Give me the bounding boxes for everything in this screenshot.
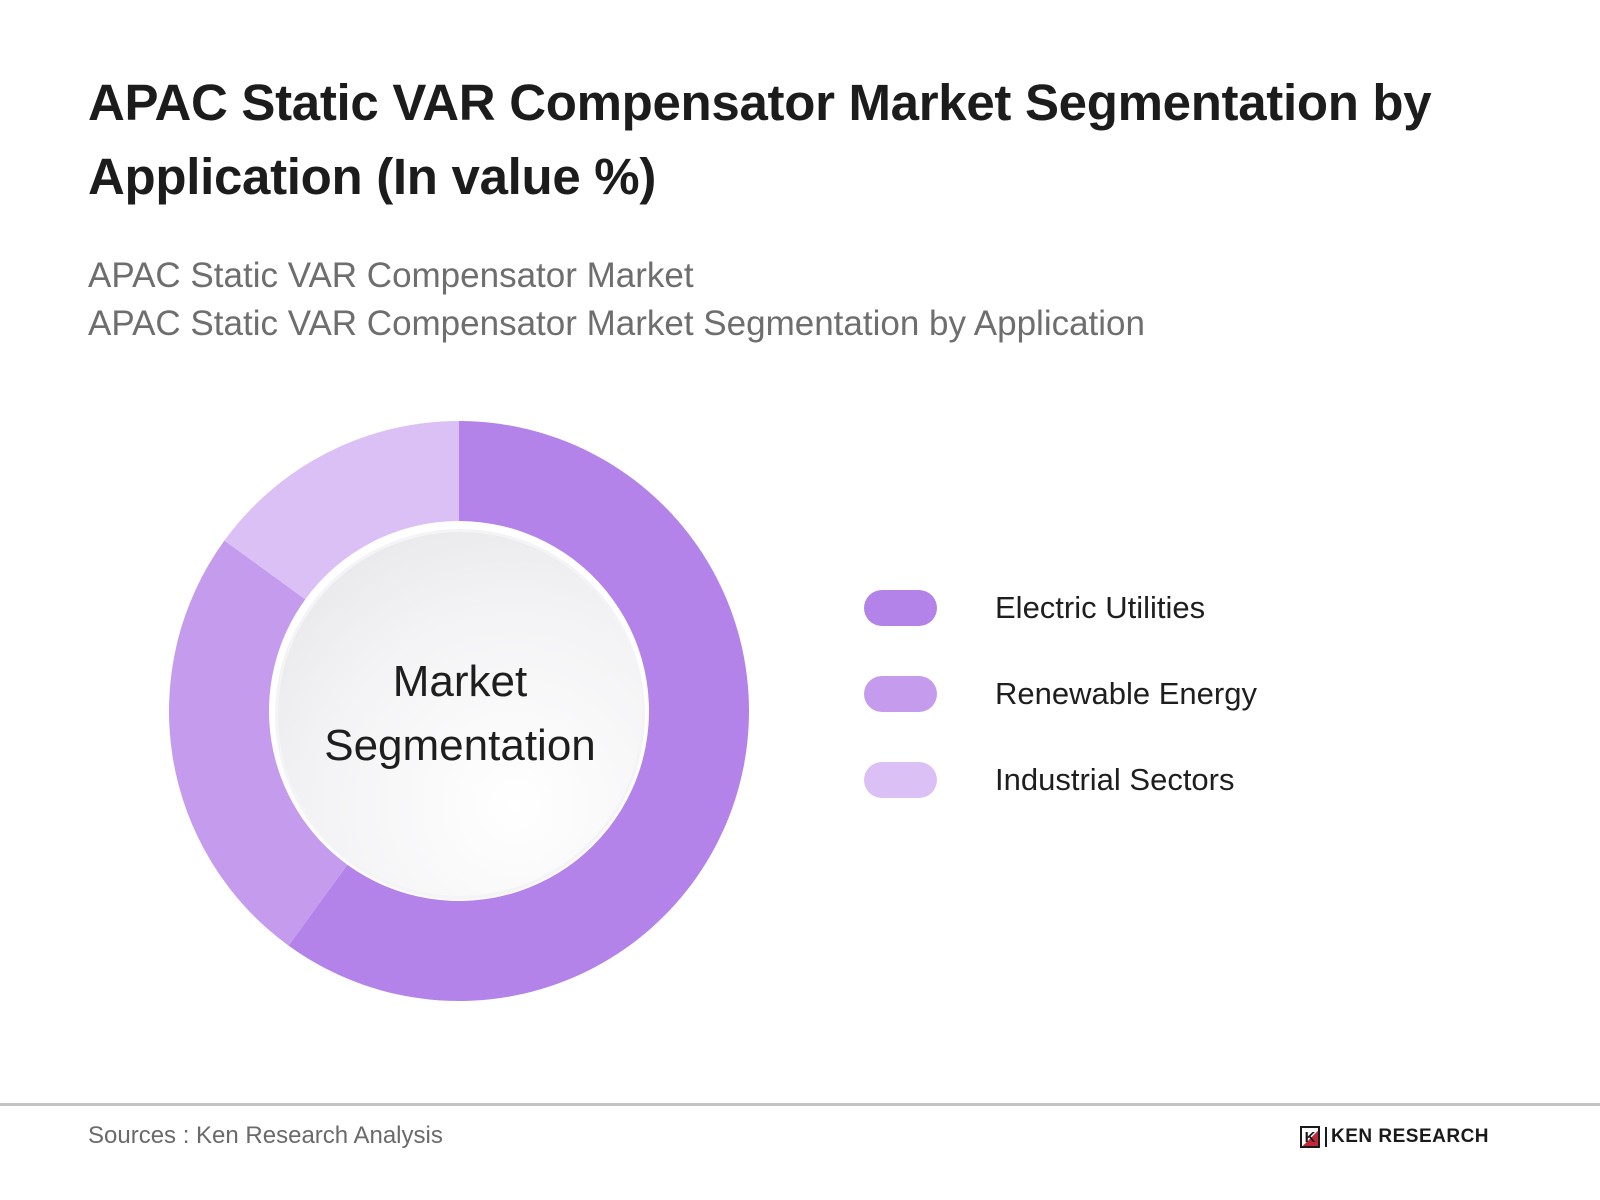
donut-chart: Market Segmentation [160, 410, 780, 1030]
donut-slices [168, 421, 750, 1002]
sources-note: Sources : Ken Research Analysis [88, 1122, 443, 1149]
chart-subtitle: APAC Static VAR Compensator Market APAC … [88, 252, 1145, 348]
legend-item-industrial-sectors: Industrial Sectors [864, 762, 1257, 798]
donut-slice-renewable-energy [168, 540, 348, 946]
donut-slice-industrial-sectors [224, 421, 459, 600]
footer-divider [0, 1103, 1600, 1106]
legend-swatch-electric-utilities [864, 590, 937, 626]
legend-item-renewable-energy: Renewable Energy [864, 676, 1257, 712]
donut-slice-electric-utilities [288, 421, 750, 1002]
logo-separator [1325, 1127, 1327, 1147]
logo-k-icon: K [1300, 1126, 1320, 1148]
legend-label: Electric Utilities [995, 590, 1206, 625]
center-label-line-2: Segmentation [324, 721, 596, 770]
legend-swatch-renewable-energy [864, 676, 937, 712]
ken-research-logo: K KEN RESEARCH [1300, 1126, 1489, 1148]
legend-label: Industrial Sectors [995, 762, 1235, 797]
donut-center-label: Market Segmentation [278, 532, 642, 896]
legend-label: Renewable Energy [995, 676, 1257, 711]
legend-item-electric-utilities: Electric Utilities [864, 590, 1257, 626]
subtitle-line-1: APAC Static VAR Compensator Market [88, 256, 694, 295]
center-label-line-1: Market [392, 657, 528, 706]
chart-title: APAC Static VAR Compensator Market Segme… [88, 74, 1432, 205]
logo-text: KEN RESEARCH [1331, 1126, 1490, 1147]
legend-swatch-industrial-sectors [864, 762, 937, 798]
subtitle-line-2: APAC Static VAR Compensator Market Segme… [88, 304, 1145, 343]
chart-legend: Electric Utilities Renewable Energy Indu… [864, 590, 1257, 848]
